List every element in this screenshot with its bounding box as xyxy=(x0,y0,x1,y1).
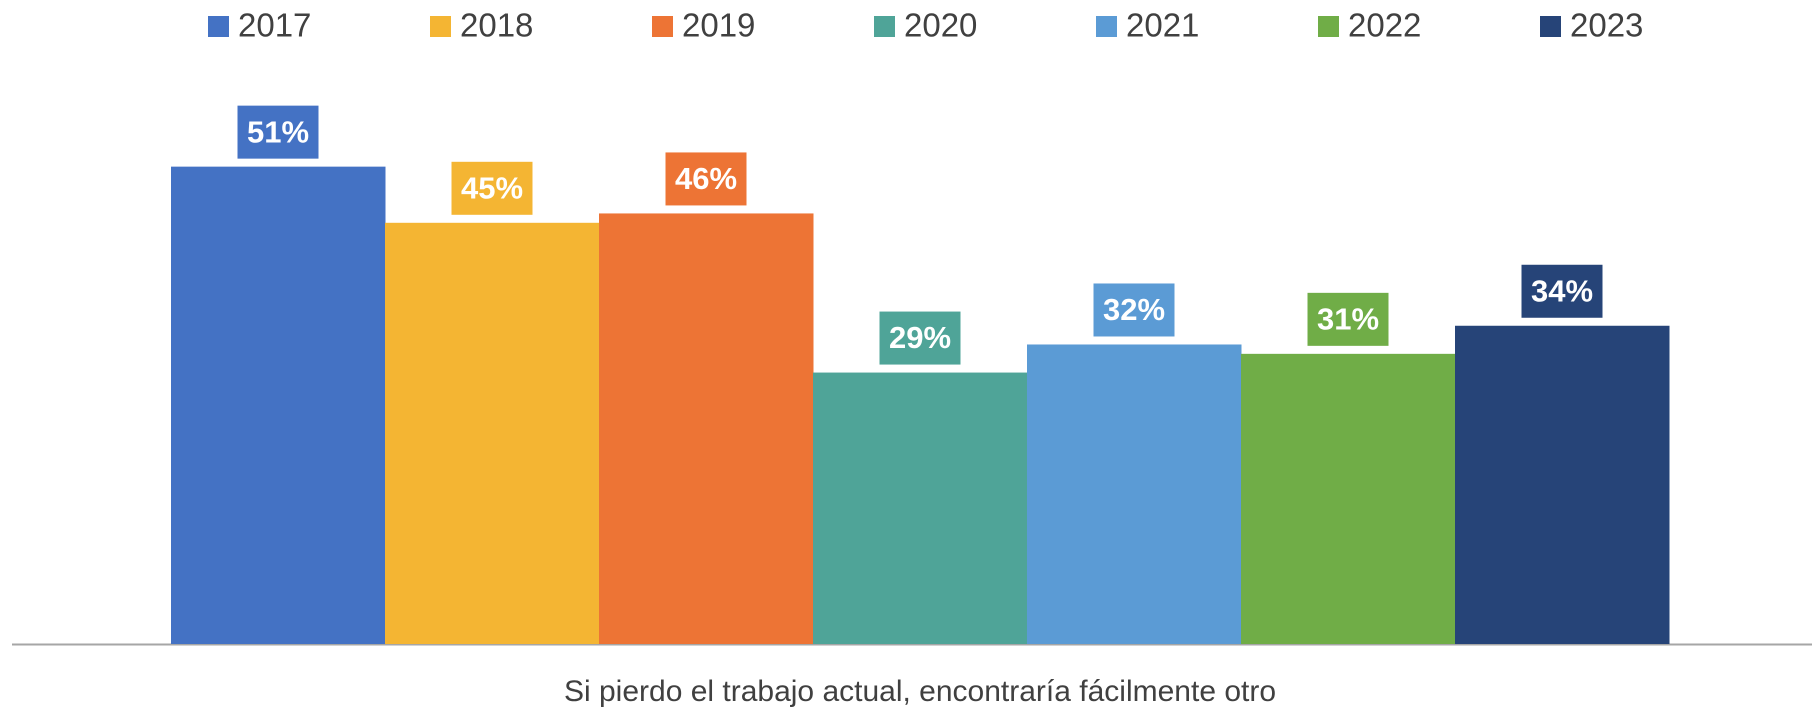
bar xyxy=(813,372,1028,644)
data-label: 32% xyxy=(1103,292,1165,327)
data-label-box xyxy=(1093,283,1175,337)
legend-label: 2017 xyxy=(238,7,311,44)
data-label-box xyxy=(879,311,961,365)
bar xyxy=(1455,325,1670,644)
data-label-box xyxy=(451,161,533,215)
legend-label: 2020 xyxy=(904,7,977,44)
x-tick-label: Si pierdo el trabajo actual, encontraría… xyxy=(564,675,1276,708)
bar xyxy=(1027,344,1242,644)
bar xyxy=(599,213,814,644)
data-label-box xyxy=(237,105,319,159)
legend-label: 2021 xyxy=(1126,7,1199,44)
bar xyxy=(171,166,386,644)
legend-swatch xyxy=(1318,16,1339,37)
legend-swatch xyxy=(208,16,229,37)
legend-swatch xyxy=(430,16,451,37)
data-label: 29% xyxy=(889,320,951,355)
legend-swatch xyxy=(652,16,673,37)
legend-label: 2023 xyxy=(1570,7,1643,44)
data-label: 46% xyxy=(675,161,737,196)
data-label: 31% xyxy=(1317,302,1379,337)
data-label-box xyxy=(665,152,747,206)
legend-label: 2018 xyxy=(460,7,533,44)
legend-swatch xyxy=(874,16,895,37)
data-label: 51% xyxy=(247,114,309,149)
legend-swatch xyxy=(1540,16,1561,37)
legend-swatch xyxy=(1096,16,1117,37)
data-label: 34% xyxy=(1531,273,1593,308)
data-label-box xyxy=(1521,264,1603,318)
legend-label: 2019 xyxy=(682,7,755,44)
data-label: 45% xyxy=(461,170,523,205)
bar xyxy=(1241,353,1456,644)
legend-label: 2022 xyxy=(1348,7,1421,44)
data-label-box xyxy=(1307,292,1389,346)
bar xyxy=(385,222,600,645)
